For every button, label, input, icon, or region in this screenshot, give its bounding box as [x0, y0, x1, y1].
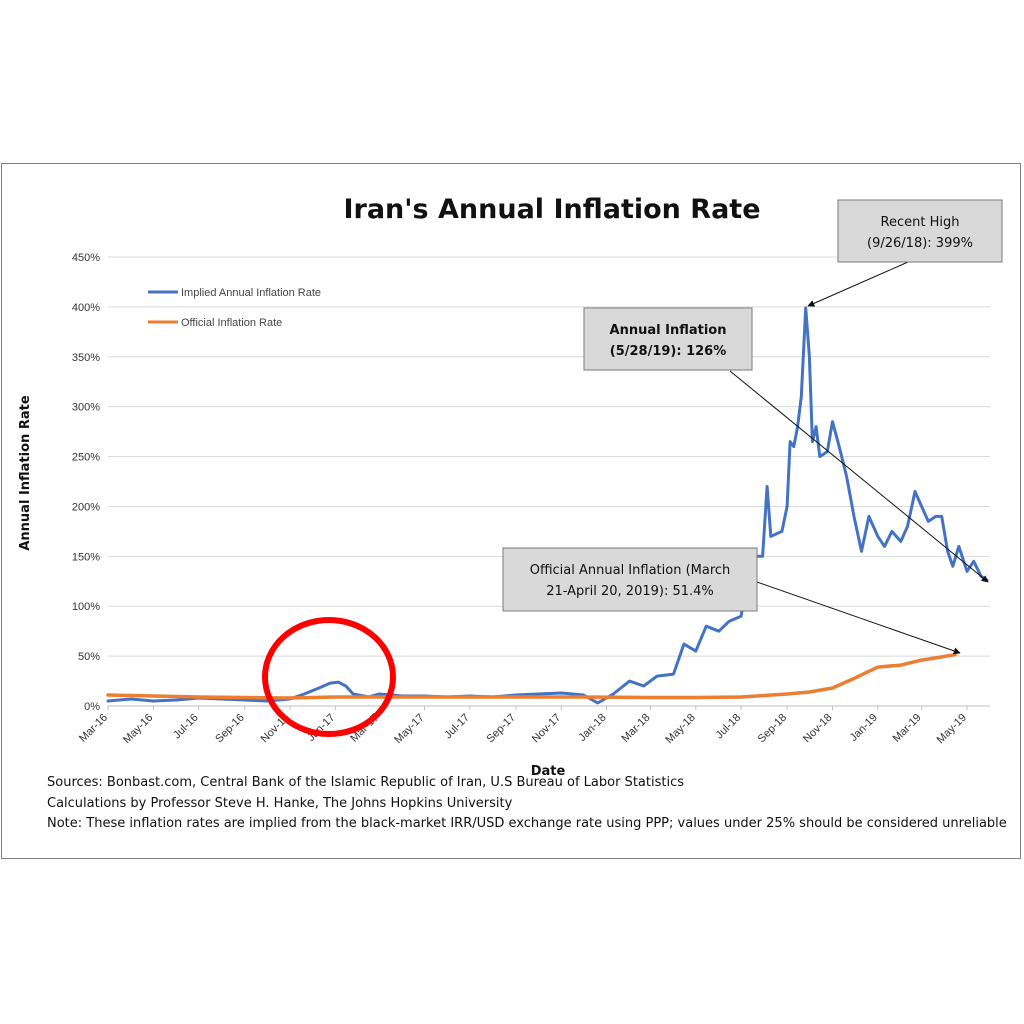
x-tick-label: Mar-16	[77, 712, 110, 745]
highlight-circle	[262, 617, 396, 737]
arrow-official-inflation	[756, 581, 961, 655]
callout-recent-high-line1: Recent High	[881, 215, 960, 230]
y-axis-title: Annual Inflation Rate	[18, 395, 33, 550]
callout-recent-high: Recent High (9/26/18): 399%	[837, 199, 1003, 263]
series-layer	[106, 306, 989, 705]
y-tick-label: 350%	[72, 352, 100, 364]
y-tick-label: 300%	[72, 402, 100, 414]
footer-note: Note: These inflation rates are implied …	[47, 816, 1007, 831]
x-tick-label: Sep-18	[756, 712, 790, 746]
y-axis-ticks: 0% 50% 100% 150% 200% 250% 300% 350% 400% 450%	[72, 252, 100, 713]
y-tick-label: 200%	[72, 501, 100, 513]
x-tick-label: Mar-19	[891, 712, 924, 745]
y-tick-label: 150%	[72, 551, 100, 563]
x-tick-label: May-17	[392, 712, 426, 746]
y-tick-label: 400%	[72, 302, 100, 314]
callout-annual-inflation: Annual Inflation (5/28/19): 126%	[583, 307, 753, 371]
y-tick-label: 100%	[72, 601, 100, 613]
callout-official-line1: Official Annual Inflation (March	[530, 563, 731, 578]
footer-calculations: Calculations by Professor Steve H. Hanke…	[47, 796, 513, 811]
x-tick-label: Jan-18	[576, 712, 608, 744]
footer-sources: Sources: Bonbast.com, Central Bank of th…	[47, 775, 684, 790]
x-tick-label: Jul-16	[171, 712, 201, 742]
series-line-official	[106, 652, 957, 700]
legend-label-official: Official Inflation Rate	[181, 317, 282, 329]
arrow-annual-inflation	[729, 370, 989, 583]
series-line-implied	[106, 306, 989, 705]
x-tick-label: Nov-18	[801, 712, 835, 746]
y-tick-label: 450%	[72, 252, 100, 264]
x-tick-label: Jul-18	[714, 712, 744, 742]
y-tick-label: 250%	[72, 452, 100, 464]
y-tick-label: 0%	[84, 701, 100, 713]
callout-official-line2: 21-April 20, 2019): 51.4%	[546, 584, 714, 599]
x-axis-title: Date	[531, 764, 566, 779]
legend: Implied Annual Inflation Rate Official I…	[148, 287, 321, 329]
x-tick-label: May-19	[935, 712, 969, 746]
x-tick-label: Nov-17	[530, 712, 564, 746]
x-tick-label: Mar-18	[619, 712, 652, 745]
x-tick-label: Jul-17	[442, 712, 472, 742]
x-axis-ticks: Mar-16 May-16 Jul-16 Sep-16 Nov-16 Jan-17 Mar-…	[77, 706, 969, 746]
chart-frame	[1, 163, 1021, 859]
chart-title: Iran's Annual Inflation Rate	[343, 194, 760, 225]
x-tick-label: May-16	[121, 712, 155, 746]
x-tick-label: May-18	[663, 712, 697, 746]
x-tick-label: Jan-19	[848, 712, 880, 744]
arrow-recent-high	[807, 261, 909, 307]
callout-annual-inflation-line1: Annual Inflation	[610, 323, 727, 338]
x-tick-label: Sep-16	[213, 712, 247, 746]
x-tick-label: Jan-17	[305, 712, 337, 744]
legend-label-implied: Implied Annual Inflation Rate	[181, 287, 321, 299]
y-tick-label: 50%	[78, 651, 100, 663]
callout-annual-inflation-line2: (5/28/19): 126%	[610, 344, 727, 359]
callout-recent-high-line2: (9/26/18): 399%	[867, 236, 973, 251]
callout-official-inflation: Official Annual Inflation (March 21-Apri…	[502, 547, 758, 612]
x-tick-label: Sep-17	[484, 712, 518, 746]
